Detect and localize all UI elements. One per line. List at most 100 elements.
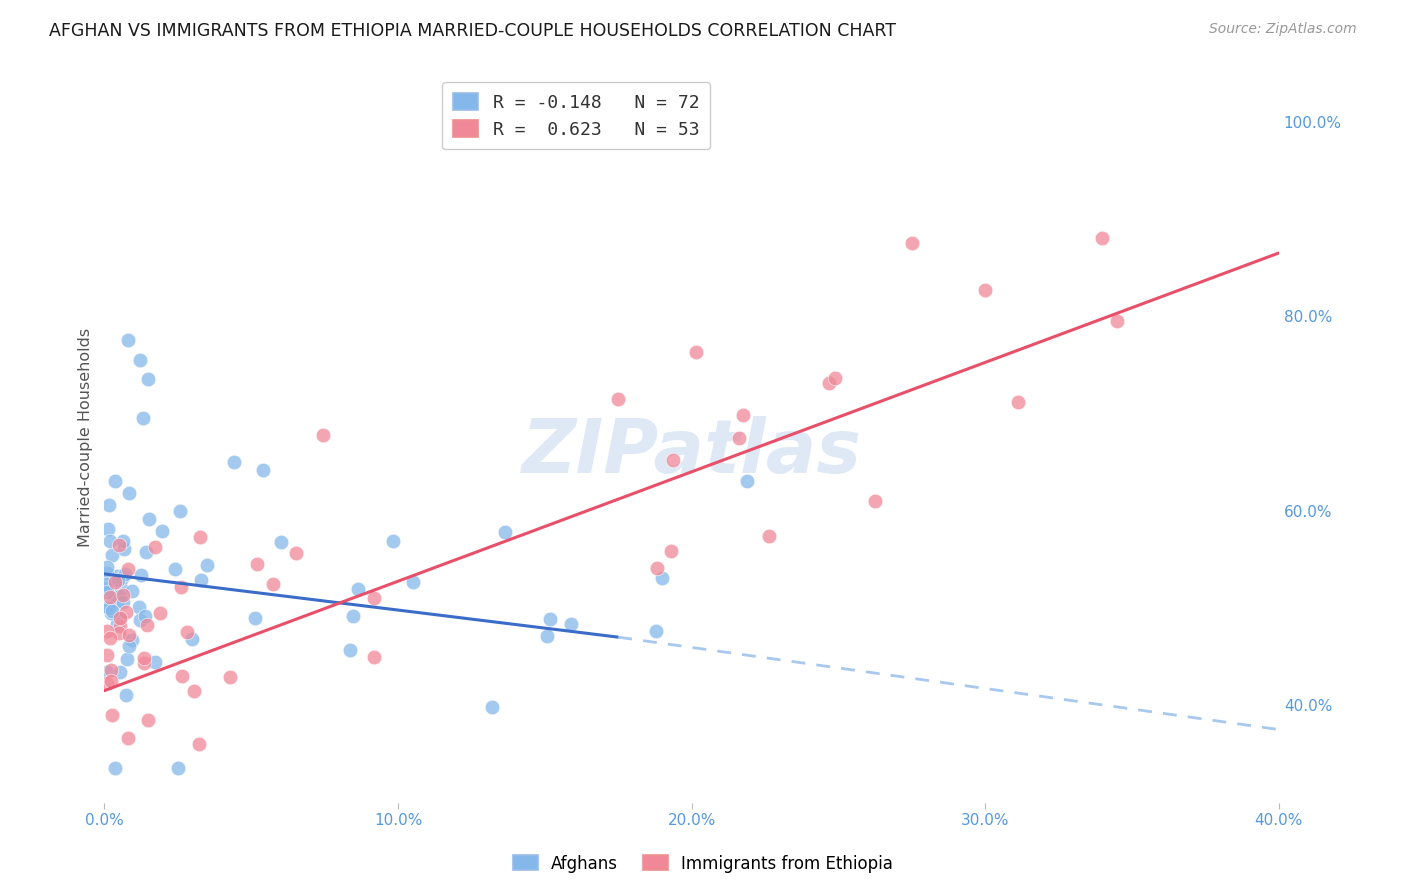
Point <box>363 591 385 606</box>
Point <box>246 557 269 571</box>
Point <box>104 591 127 605</box>
Point <box>103 761 125 775</box>
Point <box>145 540 167 554</box>
Point <box>112 589 135 603</box>
Point <box>117 334 139 348</box>
Point <box>901 236 924 251</box>
Point <box>758 529 780 543</box>
Point <box>121 584 143 599</box>
Point <box>659 544 682 558</box>
Point <box>105 595 128 609</box>
Point <box>97 498 120 512</box>
Point <box>101 604 124 618</box>
Point <box>346 582 368 596</box>
Point <box>101 707 124 722</box>
Point <box>974 283 997 297</box>
Point <box>105 617 128 632</box>
Point <box>312 428 335 442</box>
Point <box>166 762 188 776</box>
Point <box>165 562 187 576</box>
Point <box>169 580 191 594</box>
Point <box>121 632 143 647</box>
Point <box>96 600 118 615</box>
Point <box>1107 314 1129 328</box>
Point <box>135 545 157 559</box>
Point <box>100 606 122 620</box>
Point <box>195 558 218 572</box>
Point <box>96 676 118 690</box>
Point <box>115 652 138 666</box>
Point <box>134 609 156 624</box>
Point <box>1091 231 1114 245</box>
Point <box>100 673 122 688</box>
Text: ZIPatlas: ZIPatlas <box>522 416 862 489</box>
Point <box>243 611 266 625</box>
Point <box>136 713 159 727</box>
Point <box>143 655 166 669</box>
Point <box>382 533 405 548</box>
Point <box>108 612 131 626</box>
Point <box>96 585 118 599</box>
Point <box>98 533 121 548</box>
Point <box>108 619 131 633</box>
Point <box>824 371 846 385</box>
Text: AFGHAN VS IMMIGRANTS FROM ETHIOPIA MARRIED-COUPLE HOUSEHOLDS CORRELATION CHART: AFGHAN VS IMMIGRANTS FROM ETHIOPIA MARRI… <box>49 22 896 40</box>
Point <box>118 639 141 653</box>
Point <box>110 581 132 595</box>
Point <box>128 600 150 615</box>
Point <box>96 566 118 580</box>
Point <box>219 669 242 683</box>
Point <box>728 431 751 445</box>
Point <box>607 392 630 406</box>
Point <box>96 581 118 595</box>
Point <box>115 605 138 619</box>
Point <box>98 601 121 615</box>
Point <box>188 530 211 544</box>
Point <box>270 535 292 549</box>
Point <box>108 665 131 679</box>
Point <box>222 454 245 468</box>
Point <box>96 577 118 591</box>
Point <box>138 511 160 525</box>
Point <box>96 560 118 574</box>
Point <box>662 452 685 467</box>
Point <box>252 463 274 477</box>
Point <box>96 665 118 679</box>
Point <box>97 522 120 536</box>
Point <box>112 541 135 556</box>
Point <box>339 643 361 657</box>
Point <box>101 549 124 563</box>
Point <box>560 617 582 632</box>
Point <box>132 656 155 670</box>
Point <box>111 594 134 608</box>
Point <box>117 731 139 745</box>
Point <box>494 525 516 540</box>
Point <box>115 688 138 702</box>
Point <box>731 409 754 423</box>
Point <box>98 590 121 604</box>
Point <box>190 573 212 587</box>
Point <box>108 538 131 552</box>
Point <box>101 594 124 608</box>
Point <box>183 683 205 698</box>
Point <box>169 503 191 517</box>
Point <box>96 624 118 638</box>
Point <box>118 628 141 642</box>
Point <box>1007 395 1029 409</box>
Point <box>863 493 886 508</box>
Point <box>117 562 139 576</box>
Point <box>188 737 211 751</box>
Point <box>817 376 839 390</box>
Point <box>100 663 122 677</box>
Point <box>98 631 121 645</box>
Point <box>538 612 561 626</box>
Point <box>111 571 134 585</box>
Point <box>132 411 155 425</box>
Text: Source: ZipAtlas.com: Source: ZipAtlas.com <box>1209 22 1357 37</box>
Point <box>735 474 758 488</box>
Point <box>108 611 131 625</box>
Point <box>134 651 156 665</box>
Point <box>104 574 127 589</box>
Point <box>129 568 152 582</box>
Point <box>536 629 558 643</box>
